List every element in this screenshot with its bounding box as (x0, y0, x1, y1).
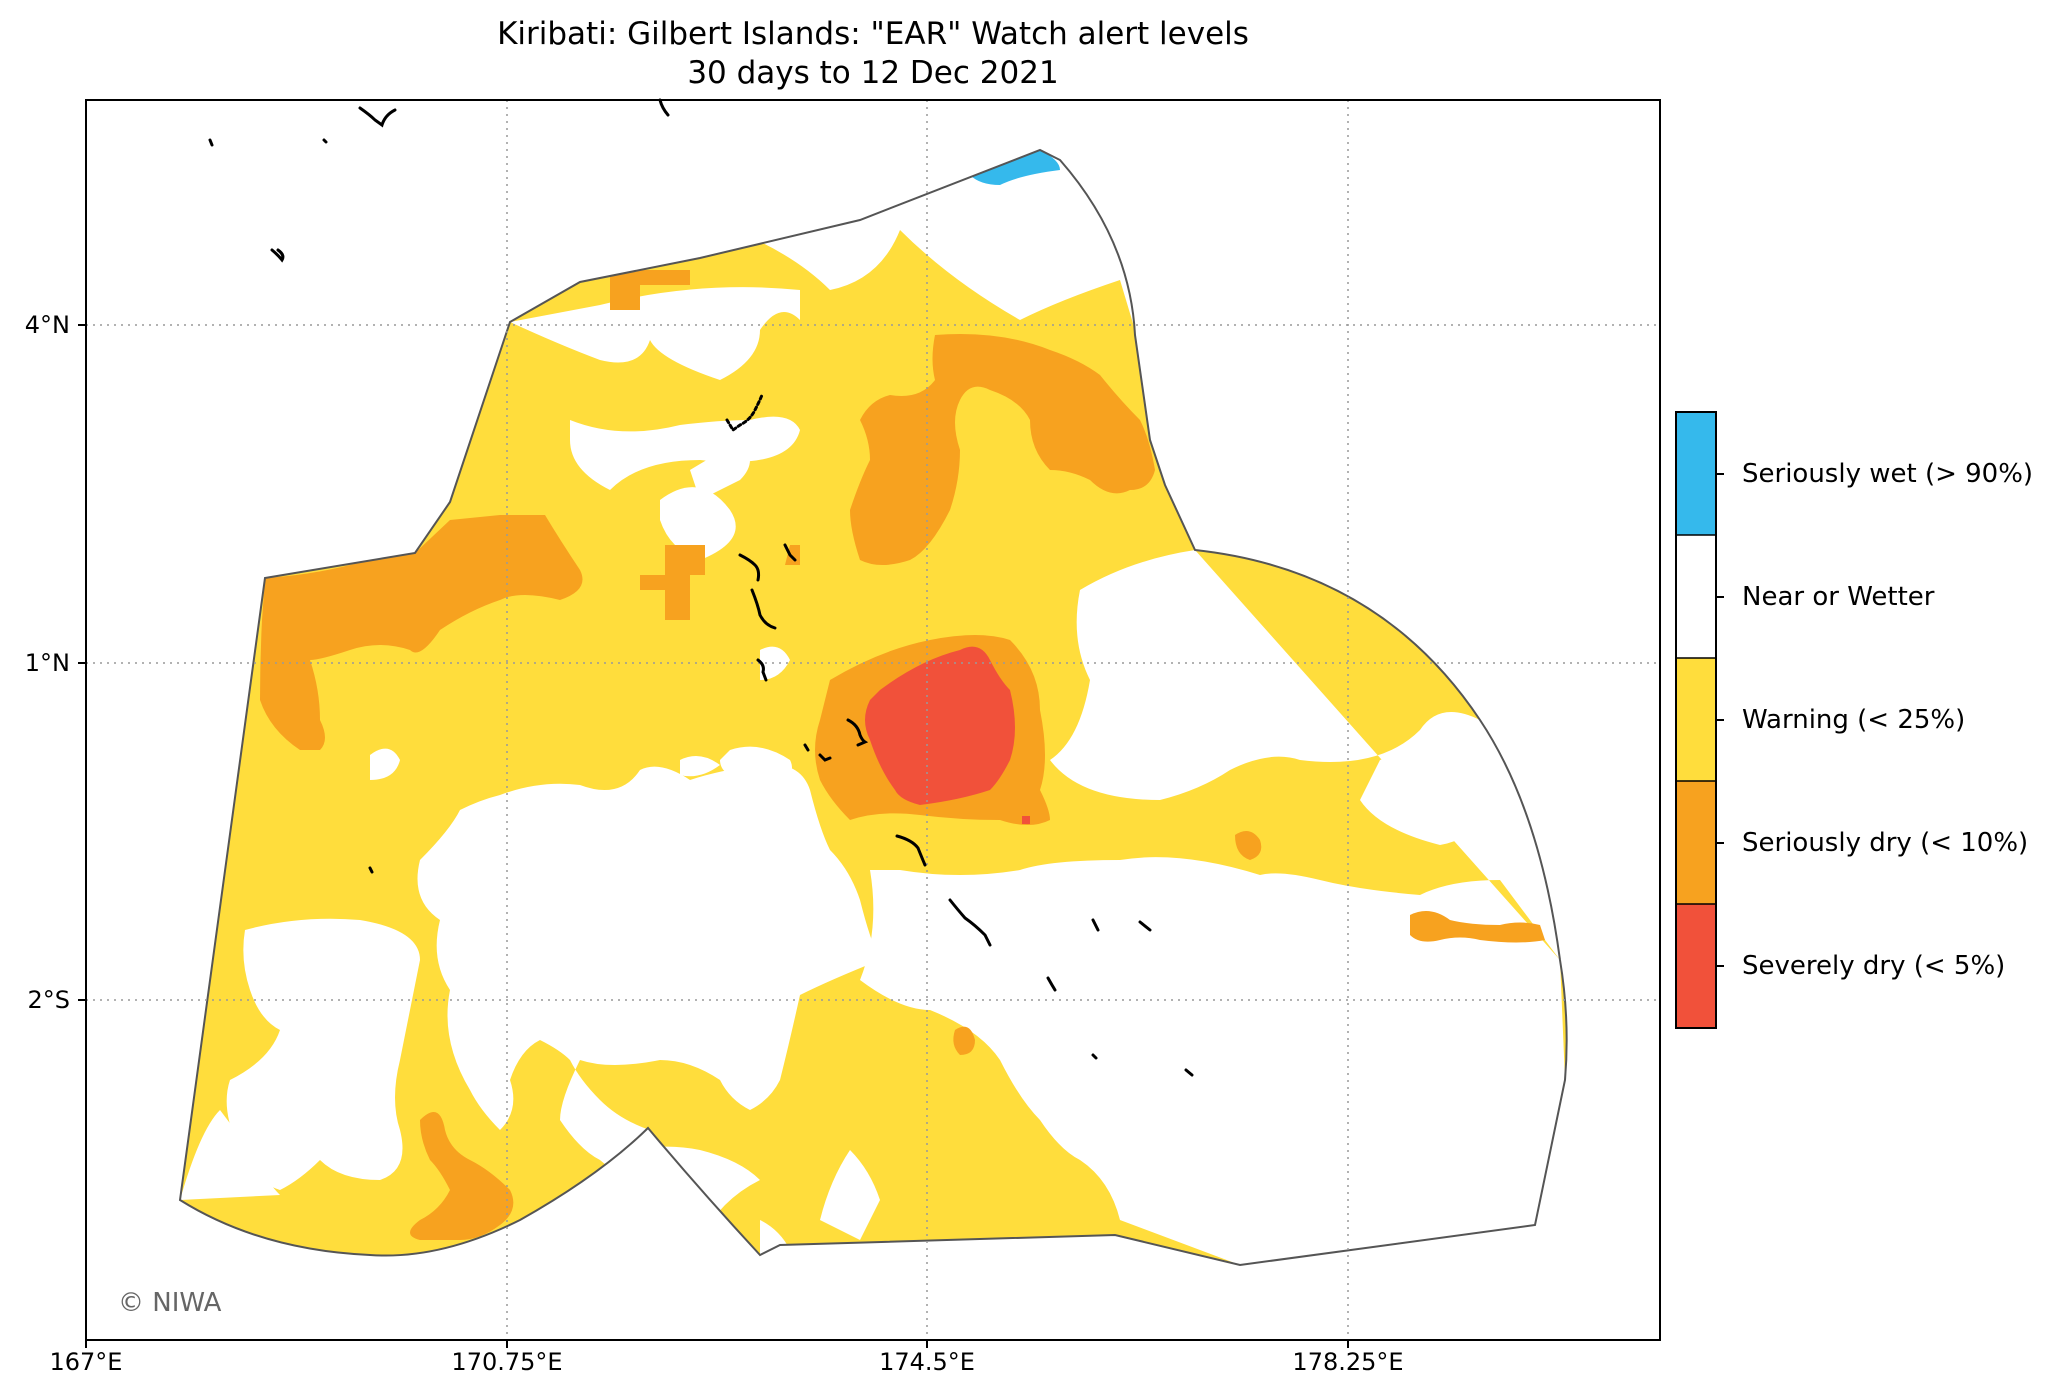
y-tick-label: 4°N (24, 311, 70, 339)
island-outline (1184, 1068, 1194, 1077)
island-coastlines (208, 98, 1194, 1077)
island-outline (783, 543, 797, 562)
island-outline (725, 393, 764, 433)
severely-dry-areas (865, 646, 1030, 824)
island-outline (658, 98, 670, 117)
legend-swatch-near-or-wetter (1676, 535, 1716, 658)
island-outline (756, 658, 768, 682)
x-tick-label: 178.25°E (1292, 1348, 1404, 1376)
axis-ticks (78, 324, 1349, 1348)
island-outline (1091, 1053, 1098, 1060)
island-outline (208, 138, 214, 147)
island-outline (750, 588, 777, 630)
island-outline (1046, 976, 1057, 992)
island-outline (1138, 920, 1152, 932)
legend-swatch-seriously-wet (1676, 412, 1716, 535)
island-outline (368, 866, 374, 874)
legend-label-warning: Warning (< 25%) (1742, 705, 1966, 735)
legend-colorbar (1675, 411, 1724, 1029)
legend-label-near-or-wetter: Near or Wetter (1742, 582, 1935, 612)
island-outline (948, 898, 992, 947)
alert-level-fill (180, 150, 1567, 1265)
y-tick-label: 1°N (24, 649, 70, 677)
x-tick-label: 174.5°E (879, 1348, 975, 1376)
island-outline (1091, 918, 1100, 932)
map-subtitle: 30 days to 12 Dec 2021 (687, 55, 1059, 91)
region-boundary (178, 148, 1568, 1267)
island-outline (846, 718, 869, 747)
near-or-wetter-areas (180, 150, 1565, 1265)
map-title: Kiribati: Gilbert Islands: "EAR" Watch a… (497, 16, 1249, 52)
island-outline (358, 106, 397, 128)
legend-label-seriously-dry: Seriously dry (< 10%) (1742, 828, 2029, 858)
legend-swatch-warning (1676, 658, 1716, 781)
island-outline (270, 248, 285, 263)
y-tick-label: 2°S (27, 986, 70, 1014)
island-outline (738, 553, 761, 582)
seriously-wet-area (970, 150, 1060, 185)
map-frame (85, 99, 1661, 1341)
legend-swatch-severely-dry (1676, 904, 1716, 1028)
legend-label-severely-dry: Severely dry (< 5%) (1742, 951, 2006, 981)
credit-text: © NIWA (118, 1288, 222, 1318)
x-tick-label: 170.75°E (451, 1348, 563, 1376)
island-outline (895, 834, 927, 867)
island-outline (322, 138, 328, 144)
legend-label-seriously-wet: Seriously wet (> 90%) (1742, 459, 2034, 489)
island-outline (803, 743, 810, 752)
legend-swatch-seriously-dry (1676, 781, 1716, 904)
x-tick-label: 167°E (49, 1348, 123, 1376)
island-outline (818, 753, 832, 762)
